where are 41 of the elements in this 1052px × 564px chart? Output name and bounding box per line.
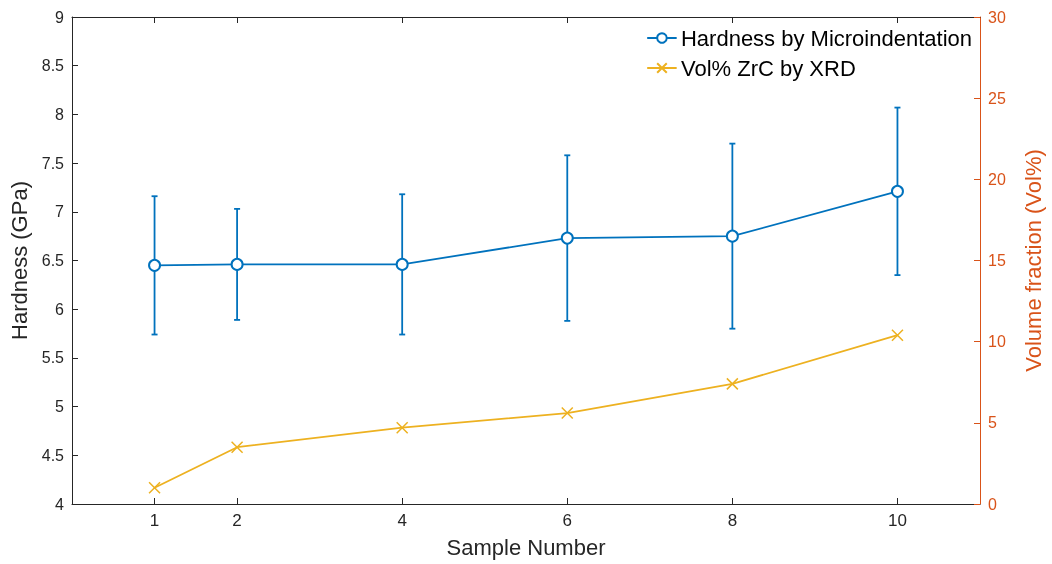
point — [561, 406, 574, 420]
y2-tick-label: 30 — [988, 8, 1006, 26]
x-tick-label: 1 — [149, 511, 160, 530]
y-tick-label: 8 — [55, 105, 65, 123]
y-axis-title: Hardness (GPa) — [6, 181, 32, 340]
point — [230, 440, 244, 454]
x-tick-label: 10 — [887, 511, 907, 530]
point — [148, 258, 162, 272]
x-axis-title: Sample Number — [446, 534, 606, 560]
legend-label: Vol% ZrC by XRD — [680, 55, 856, 81]
y-tick-label: 7 — [55, 203, 65, 221]
point — [395, 421, 409, 434]
y-tick-label: 7.5 — [41, 154, 65, 172]
point — [725, 229, 739, 243]
x-tick-label: 6 — [562, 511, 573, 530]
y2-tick-label: 25 — [988, 89, 1006, 107]
y-tick-label: 6 — [55, 300, 65, 318]
point — [395, 257, 409, 271]
y2-tick-label: 10 — [988, 333, 1006, 351]
x-tick-label: 2 — [232, 511, 242, 530]
point — [891, 328, 904, 342]
y-tick-label: 4.5 — [41, 446, 65, 464]
x-tick-label: 4 — [397, 511, 407, 530]
y2-axis-title: Volume fraction (Vol%) — [1020, 149, 1046, 372]
legend-label: Hardness by Microindentation — [680, 25, 973, 51]
y-tick-label: 4 — [55, 495, 65, 513]
point — [148, 481, 161, 495]
y-tick-label: 6.5 — [41, 252, 65, 269]
y2-tick-label: 15 — [988, 252, 1006, 269]
point — [230, 257, 244, 271]
point — [560, 231, 574, 245]
point — [726, 377, 739, 391]
y2-tick-label: 5 — [988, 414, 997, 432]
y2-tick-label: 20 — [988, 170, 1006, 188]
y-tick-label: 5 — [55, 398, 65, 416]
point — [890, 184, 904, 198]
y-tick-label: 9 — [55, 8, 65, 26]
y2-tick-label: 0 — [988, 495, 997, 513]
y-tick-label: 8.5 — [41, 57, 65, 75]
x-tick-label: 8 — [727, 511, 738, 530]
y-tick-label: 5.5 — [41, 349, 65, 367]
